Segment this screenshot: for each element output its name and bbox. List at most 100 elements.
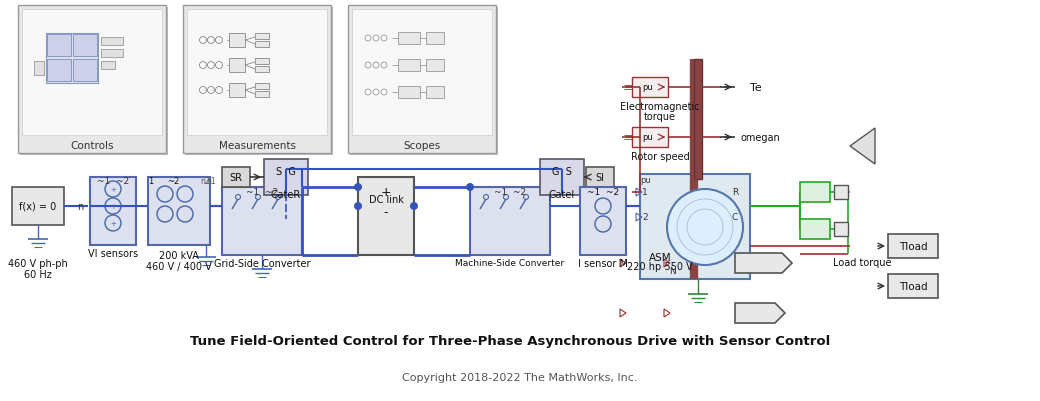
Text: n: n (77, 201, 83, 211)
Text: +: + (381, 186, 391, 199)
Text: N: N (669, 267, 675, 276)
Bar (255, 67, 269, 73)
Text: VI sensors: VI sensors (88, 248, 138, 258)
Bar (101, 62, 115, 70)
Text: n2: n2 (201, 177, 210, 186)
Circle shape (354, 184, 362, 192)
Bar (229, 34, 245, 48)
Bar (632, 128, 668, 148)
Bar (47, 60, 71, 82)
Text: ~1  ~2: ~1 ~2 (494, 188, 526, 197)
Bar (47, 35, 71, 57)
Circle shape (466, 184, 474, 192)
Bar (352, 10, 492, 136)
Bar (90, 178, 136, 245)
Bar (540, 160, 584, 196)
Text: 460 V / 400 V: 460 V / 400 V (147, 261, 212, 271)
Bar (586, 168, 614, 188)
Bar (185, 8, 333, 156)
Text: 220 hp 550 V: 220 hp 550 V (627, 261, 693, 271)
Polygon shape (850, 129, 875, 164)
Bar (694, 60, 702, 180)
Bar (348, 6, 496, 154)
Bar (101, 50, 123, 58)
Bar (73, 60, 97, 82)
Bar (255, 84, 269, 90)
Bar (426, 33, 444, 45)
Bar (34, 62, 44, 76)
Text: Electromagnetic: Electromagnetic (620, 102, 700, 112)
Bar (18, 6, 166, 154)
Text: ~1  ~2: ~1 ~2 (587, 188, 619, 197)
Bar (183, 6, 331, 154)
Text: Grid-Side Converter: Grid-Side Converter (214, 258, 310, 268)
Bar (834, 186, 848, 200)
Text: ~2: ~2 (166, 177, 179, 186)
Text: f(x) = 0: f(x) = 0 (20, 201, 56, 211)
Text: Load torque: Load torque (833, 257, 891, 267)
Bar (101, 38, 123, 46)
Bar (358, 178, 414, 255)
Text: Te: Te (750, 83, 762, 93)
Text: +: + (110, 221, 115, 227)
Bar (800, 219, 830, 239)
Text: I sensor M: I sensor M (578, 258, 628, 268)
Text: Copyright 2018-2022 The MathWorks, Inc.: Copyright 2018-2022 The MathWorks, Inc. (402, 372, 638, 382)
Text: SR: SR (230, 172, 242, 182)
Bar (398, 87, 420, 99)
Bar (46, 34, 98, 84)
Text: n1: n1 (206, 177, 215, 186)
Text: DC link: DC link (368, 194, 404, 205)
Text: +: + (110, 203, 115, 209)
Text: G  S: G S (552, 166, 572, 176)
Bar (12, 188, 64, 225)
Text: ASM: ASM (649, 252, 671, 262)
Bar (350, 8, 498, 156)
Polygon shape (735, 303, 785, 323)
Circle shape (410, 203, 418, 211)
Text: +: + (110, 186, 115, 192)
Text: GateR: GateR (270, 190, 302, 200)
Text: torque: torque (644, 112, 676, 122)
Bar (470, 188, 550, 255)
Text: omegan: omegan (740, 133, 780, 143)
Text: SI: SI (596, 172, 604, 182)
Bar (398, 33, 420, 45)
Bar (426, 60, 444, 72)
Text: 2: 2 (642, 213, 648, 222)
Text: Machine-Side Converter: Machine-Side Converter (456, 259, 565, 268)
Bar (888, 235, 938, 258)
Text: C: C (732, 213, 738, 222)
Bar (580, 188, 626, 255)
Bar (22, 10, 162, 136)
Text: GateI: GateI (549, 190, 575, 200)
Text: Controls: Controls (71, 141, 113, 151)
Bar (398, 60, 420, 72)
Text: pu: pu (642, 83, 653, 92)
Bar (255, 92, 269, 98)
Text: 1: 1 (148, 177, 153, 186)
Text: Scopes: Scopes (404, 141, 441, 151)
Bar (148, 178, 210, 245)
Polygon shape (735, 253, 792, 273)
Bar (255, 42, 269, 48)
Text: pu: pu (642, 133, 653, 142)
Text: 460 V ph-ph: 460 V ph-ph (8, 258, 68, 268)
Circle shape (354, 203, 362, 211)
Bar (222, 188, 302, 255)
Text: 200 kVA: 200 kVA (159, 250, 199, 260)
Bar (888, 274, 938, 298)
Bar (255, 59, 269, 65)
Text: 60 Hz: 60 Hz (24, 269, 52, 279)
Bar (229, 84, 245, 98)
Bar (222, 168, 250, 188)
Text: Rotor speed: Rotor speed (630, 152, 690, 162)
Text: -: - (384, 206, 388, 219)
Text: Tload: Tload (899, 241, 928, 251)
Text: Measurements: Measurements (218, 141, 295, 151)
Bar (187, 10, 327, 136)
Text: Tune Field-Oriented Control for Three-Phase Asynchronous Drive with Sensor Contr: Tune Field-Oriented Control for Three-Ph… (190, 335, 830, 348)
Text: R: R (732, 188, 738, 197)
Text: ~1  ~2: ~1 ~2 (97, 177, 129, 186)
Text: pu: pu (640, 176, 651, 185)
